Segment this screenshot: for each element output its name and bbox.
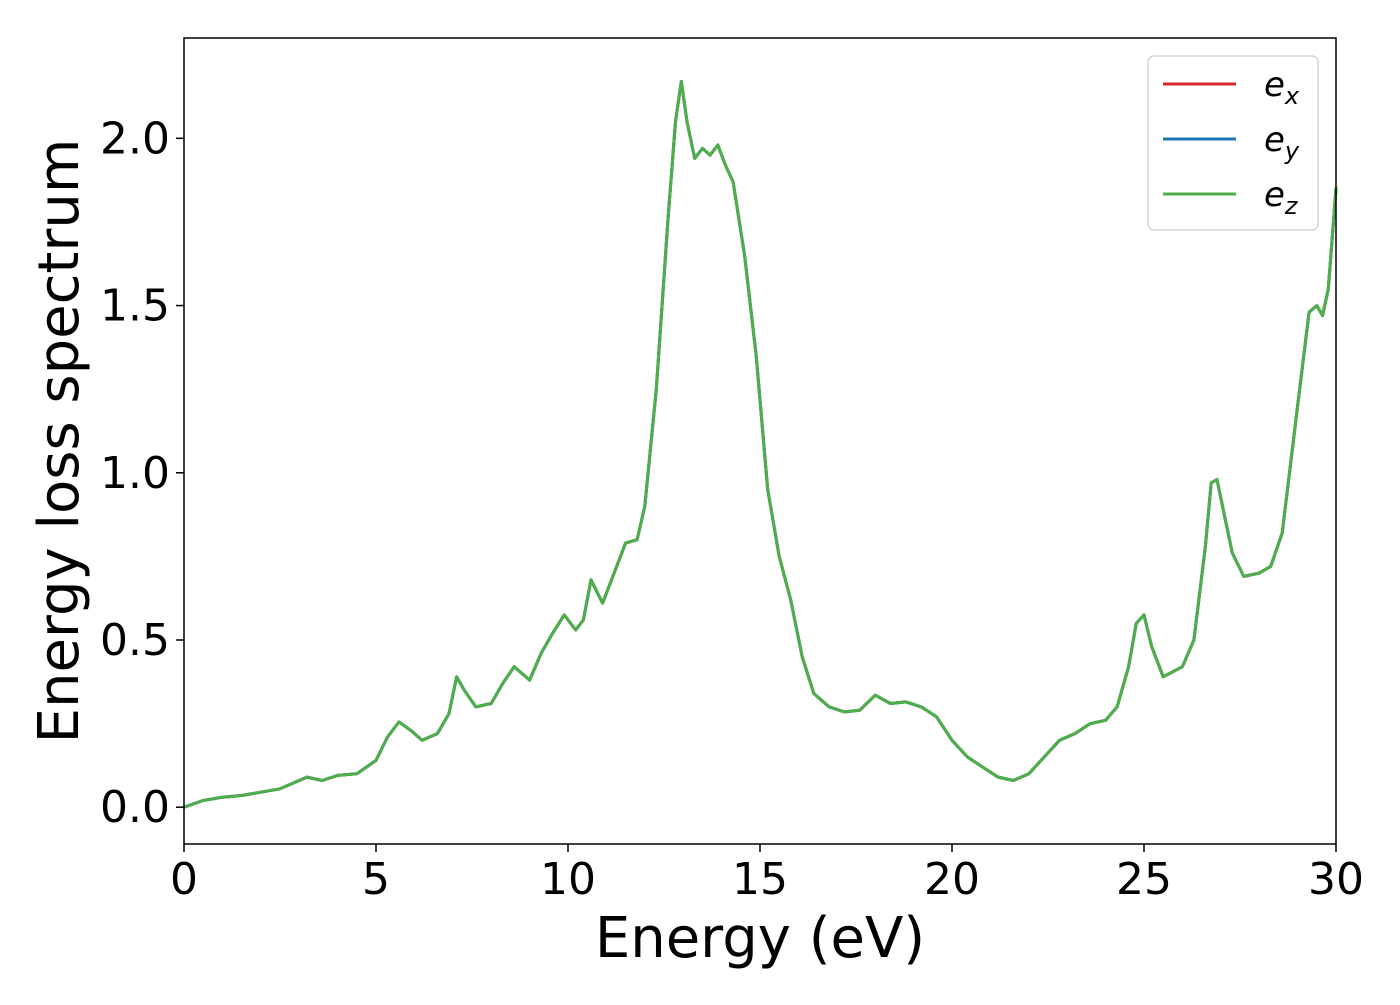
legend-items: ex ey ez	[1163, 65, 1300, 220]
y-axis: 0.0 0.5 1.0 1.5 2.0	[100, 113, 184, 833]
legend-label: ey	[1264, 120, 1300, 165]
y-tick-label: 0.5	[100, 615, 170, 666]
y-tick-label: 0.0	[100, 782, 170, 833]
y-axis-title: Energy loss spectrum	[27, 139, 92, 744]
y-tick-label: 1.5	[100, 281, 170, 332]
x-tick-label: 5	[362, 854, 390, 905]
x-tick-label: 10	[540, 854, 596, 905]
x-tick-label: 0	[170, 854, 198, 905]
series-layer	[182, 80, 1338, 809]
x-tick-label: 30	[1308, 854, 1364, 905]
x-axis-title: Energy (eV)	[595, 906, 925, 971]
x-axis: 0 5 10 15 20 25 30	[170, 844, 1364, 905]
legend-box	[1147, 55, 1319, 231]
legend-label: ez	[1264, 175, 1299, 220]
x-tick-label: 15	[732, 854, 788, 905]
series-line-e-z	[182, 80, 1338, 809]
legend: ex ey ez	[1147, 55, 1319, 231]
x-tick-label: 25	[1116, 854, 1172, 905]
y-tick-label: 2.0	[100, 113, 170, 164]
x-tick-label: 20	[924, 854, 980, 905]
legend-label: ex	[1264, 65, 1300, 110]
y-tick-label: 1.0	[100, 448, 170, 499]
